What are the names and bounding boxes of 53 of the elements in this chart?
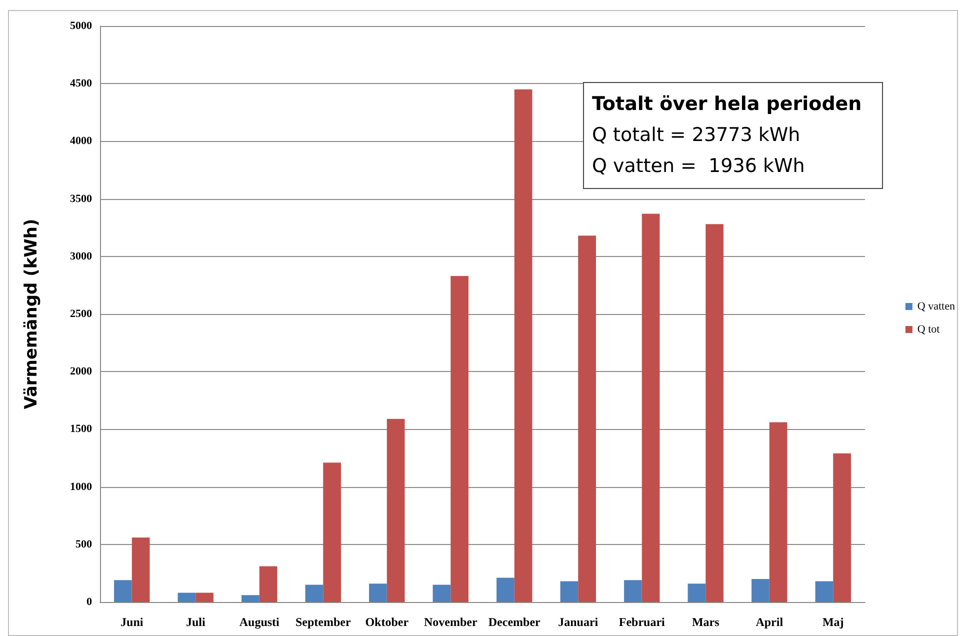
x-tick-label: Augusti — [239, 615, 280, 629]
x-tick-label: Oktober — [365, 615, 410, 629]
bar — [560, 581, 578, 602]
y-tick-label: 4000 — [70, 135, 92, 148]
bar — [242, 595, 260, 602]
y-tick-label: 2000 — [70, 366, 92, 378]
y-axis-title: Värmemängd (kWh) — [22, 218, 42, 410]
x-tick-label: April — [756, 615, 784, 629]
annotation: Q totalt = 23773 kWh — [592, 123, 802, 148]
y-tick-label: 5000 — [70, 20, 92, 32]
y-tick-label: 4500 — [70, 78, 92, 90]
bar — [624, 580, 642, 602]
bar — [769, 422, 788, 602]
bar — [833, 453, 851, 602]
y-tick-label: 1500 — [70, 423, 92, 436]
y-tick-label: 3500 — [70, 192, 92, 205]
x-tick-label: Juni — [120, 615, 144, 629]
x-tick-label: Februari — [618, 615, 666, 629]
legend-label: Q vatten — [917, 300, 956, 312]
y-tick-label: 1000 — [70, 480, 92, 493]
bar — [432, 584, 451, 602]
bar — [642, 214, 660, 602]
y-tick-label: 2500 — [70, 308, 92, 320]
annotation: Q vatten = 1936 kWh — [592, 154, 806, 179]
bar — [815, 581, 834, 602]
x-tick-label: September — [295, 615, 352, 629]
bar — [132, 537, 150, 602]
bar — [323, 462, 341, 602]
bar — [369, 584, 387, 602]
annotation: Totalt över hela perioden — [592, 92, 863, 117]
bar — [114, 580, 132, 602]
x-tick-label: Juli — [186, 615, 206, 629]
bar — [706, 224, 724, 602]
y-tick-label: 3000 — [70, 250, 92, 262]
legend-label: Q tot — [917, 324, 940, 336]
bar — [386, 418, 405, 602]
x-tick-label: November — [424, 615, 478, 629]
bar — [305, 584, 324, 602]
x-tick-label: Mars — [692, 615, 720, 629]
y-tick-label: 500 — [76, 538, 92, 550]
bar — [578, 236, 596, 602]
bar — [259, 566, 278, 602]
bar — [450, 276, 468, 602]
x-tick-label: Maj — [822, 615, 844, 629]
bar — [496, 578, 514, 602]
bar — [688, 584, 706, 602]
bar — [514, 89, 532, 602]
x-tick-label: Januari — [558, 615, 599, 629]
y-tick-label: 0 — [86, 596, 92, 608]
bar — [178, 592, 196, 602]
bar — [196, 592, 214, 602]
bar — [752, 578, 770, 602]
x-tick-label: December — [488, 615, 542, 629]
